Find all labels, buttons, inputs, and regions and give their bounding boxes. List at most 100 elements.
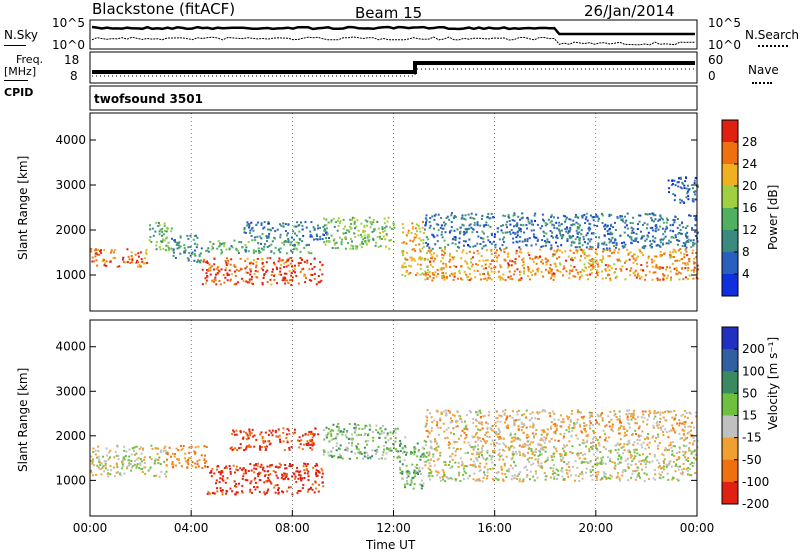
noise-search-legend-line [758,45,788,47]
power-colorbar-segment-2 [722,164,738,187]
noise-left-tick-top: 10^5 [52,16,85,30]
beam-label: Beam 15 [355,4,423,22]
power-panel: 4000 3000 2000 1000 [55,112,699,312]
date-label: 26/Jan/2014 [584,2,675,20]
noise-sky-legend-line [4,45,26,46]
nave-label: Nave [748,63,779,77]
velocity-ytick-label-3: 1000 [55,473,86,487]
velocity-colorbar-label-6: -100 [742,475,769,489]
power-band-9 [423,212,699,250]
velocity-colorbar-segment-4 [722,415,738,439]
velocity-background [90,320,697,516]
cpid-value: twofsound 3501 [94,92,203,106]
x-tick-label-5: 20:00 [579,521,614,535]
velocity-band-5 [398,436,426,490]
freq-panel-frame [89,51,698,84]
velocity-colorbar-segment-2 [722,371,738,394]
power-colorbar-segment-3 [722,186,738,209]
velocity-colorbar-segment-1 [722,349,738,372]
power-colorbar-label-0: 28 [742,135,757,149]
velocity-colorbar-segment-0 [722,327,738,350]
velocity-colorbar-label: Velocity [m s⁻¹] [766,336,780,430]
noise-search-label: N.Search [745,28,800,42]
velocity-colorbar-label-1: 100 [742,364,765,378]
freq-trace [92,61,695,74]
velocity-colorbar-label-7: -200 [742,497,769,511]
velocity-colorbar-label-5: -50 [742,453,762,467]
velocity-band-2 [206,462,325,496]
power-colorbar-label-4: 12 [742,223,757,237]
freq-unit-label: [MHz] [4,65,37,78]
nave-legend-line [752,82,772,84]
power-colorbar-label-3: 16 [742,201,757,215]
noise-panel-frame [89,19,698,50]
nave-tick-bottom: 0 [708,69,716,83]
velocity-colorbar-segment-5 [722,437,738,461]
power-colorbar-segment-4 [722,208,738,231]
power-colorbar-segment-5 [722,230,738,253]
power-ytick-label-3: 1000 [55,268,86,282]
power-band-6 [323,216,396,250]
noise-search-trace [91,36,696,46]
power-colorbar-segment-7 [722,274,738,297]
velocity-y-axis-label: Slant Range [km] [16,367,30,472]
x-axis-label: Time UT [366,538,416,552]
power-colorbar-segment-0 [722,120,738,143]
velocity-ytick-label-2: 2000 [55,429,86,443]
power-band-10 [667,176,699,204]
velocity-colorbar-segment-6 [722,459,738,483]
velocity-band-1 [165,444,208,469]
noise-left-tick-bottom: 10^0 [52,38,85,52]
x-tick-label-1: 04:00 [174,521,209,535]
cpid-label: CPID [4,86,34,99]
time-axis: 00:00 04:00 08:00 12:00 16:00 20:00 00:00 [73,510,715,535]
x-tick-label-4: 16:00 [477,521,512,535]
velocity-ytick-label-0: 4000 [55,340,86,354]
noise-right-tick-bottom: 10^0 [708,38,741,52]
power-ytick-label-0: 4000 [55,133,86,147]
power-band-0 [90,248,149,268]
velocity-colorbar-label-3: 15 [742,409,757,423]
station-title: Blackstone (fitACF) [92,0,236,18]
cpid-panel-frame [89,85,698,111]
velocity-band-0 [90,444,168,478]
power-colorbar-label-1: 24 [742,157,757,171]
power-colorbar: 28 24 20 16 12 8 4 [721,119,757,297]
velocity-ytick-label-1: 3000 [55,384,86,398]
nave-tick-top: 60 [708,53,724,67]
power-band-3 [201,257,324,286]
x-tick-label-0: 00:00 [73,521,108,535]
x-tick-label-6: 00:00 [680,521,715,535]
velocity-band-4 [322,422,400,460]
noise-sky-trace [91,25,695,36]
velocity-colorbar-segment-3 [722,393,738,416]
velocity-panel: 4000 3000 2000 1000 [55,319,699,517]
freq-legend-line [4,80,28,81]
power-ytick-label-2: 2000 [55,223,86,237]
power-ytick-label-1: 3000 [55,178,86,192]
power-y-axis-label: Slant Range [km] [16,155,30,260]
power-colorbar-label-5: 8 [742,245,750,259]
power-band-4 [205,239,313,255]
power-colorbar-label-2: 20 [742,179,757,193]
velocity-band-6 [424,444,699,483]
freq-label: Freq. [16,53,44,66]
noise-sky-label: N.Sky [4,28,39,42]
freq-tick-top: 18 [64,53,80,67]
power-frame [89,112,698,312]
x-tick-label-3: 12:00 [376,521,411,535]
power-band-7 [401,221,426,277]
power-colorbar-segment-1 [722,142,738,165]
power-band-2 [171,234,203,264]
noise-right-tick-top: 10^5 [708,16,741,30]
velocity-band-3 [229,427,320,452]
velocity-colorbar-label-0: 200 [742,342,765,356]
x-tick-label-2: 08:00 [275,521,310,535]
velocity-band-7 [424,409,699,447]
power-colorbar-label: Power [dB] [766,184,780,250]
power-colorbar-label-6: 4 [742,267,750,281]
power-band-1 [148,221,173,252]
velocity-colorbar-segment-7 [722,481,738,505]
freq-tick-bottom: 8 [70,69,78,83]
